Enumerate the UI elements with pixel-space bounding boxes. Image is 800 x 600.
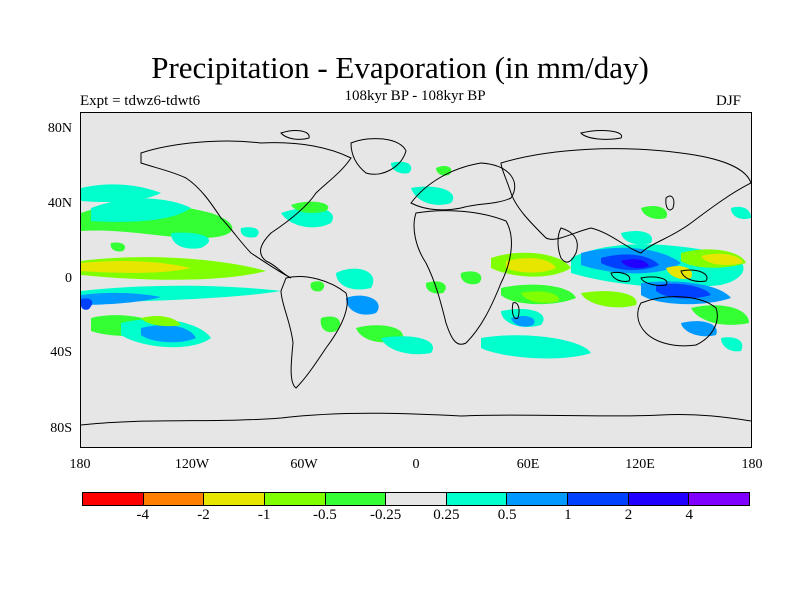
season-label: DJF <box>716 93 742 109</box>
plot-title: Precipitation - Evaporation (in mm/day) <box>151 50 649 85</box>
colorbar-swatch <box>143 493 205 505</box>
colorbar-label: -2 <box>197 507 210 523</box>
y-tick-80N: 80N <box>47 121 72 136</box>
colorbar-label: -4 <box>136 507 149 523</box>
experiment-label: Expt = tdwz6-tdwt6 <box>80 93 201 109</box>
anomaly-patches <box>81 161 751 359</box>
colorbar-swatch <box>568 493 629 505</box>
y-tick-40N: 40N <box>47 196 72 211</box>
y-tick-80S: 80S <box>50 421 72 436</box>
colorbar-swatch <box>264 493 326 505</box>
colorbar-label: 4 <box>685 507 694 523</box>
colorbar-swatch <box>507 493 569 505</box>
colorbar-label: 1 <box>564 507 572 523</box>
x-tick-60W: 60W <box>290 457 318 472</box>
map-canvas <box>81 130 751 426</box>
x-tick-180-left: 180 <box>69 457 91 472</box>
colorbar-swatch <box>386 493 447 505</box>
x-tick-180-right: 180 <box>741 457 763 472</box>
colorbar-label: -1 <box>257 507 271 523</box>
x-tick-120E: 120E <box>625 457 655 472</box>
x-tick-60E: 60E <box>516 457 540 472</box>
colorbar-swatch <box>83 493 144 505</box>
colorbar-label: 2 <box>624 507 633 523</box>
colorbar-swatch <box>689 493 750 505</box>
y-tick-0: 0 <box>65 271 72 286</box>
coastlines <box>81 130 751 426</box>
x-tick-120W: 120W <box>174 457 210 472</box>
y-tick-40S: 40S <box>50 345 72 360</box>
colorbar-label: 0.25 <box>433 507 460 523</box>
colorbar-label: -0.25 <box>370 507 402 523</box>
colorbar-label: -0.5 <box>313 507 337 523</box>
colorbar-swatch <box>325 493 387 505</box>
colorbar-swatch <box>204 493 265 505</box>
world-map <box>80 112 752 448</box>
colorbar-swatch <box>628 493 690 505</box>
x-tick-0: 0 <box>412 457 420 472</box>
colorbar-swatch <box>446 493 508 505</box>
colorbar-label: 0.5 <box>497 507 517 523</box>
colorbar <box>82 492 750 506</box>
period-subtitle: 108kyr BP - 108kyr BP <box>344 88 486 104</box>
